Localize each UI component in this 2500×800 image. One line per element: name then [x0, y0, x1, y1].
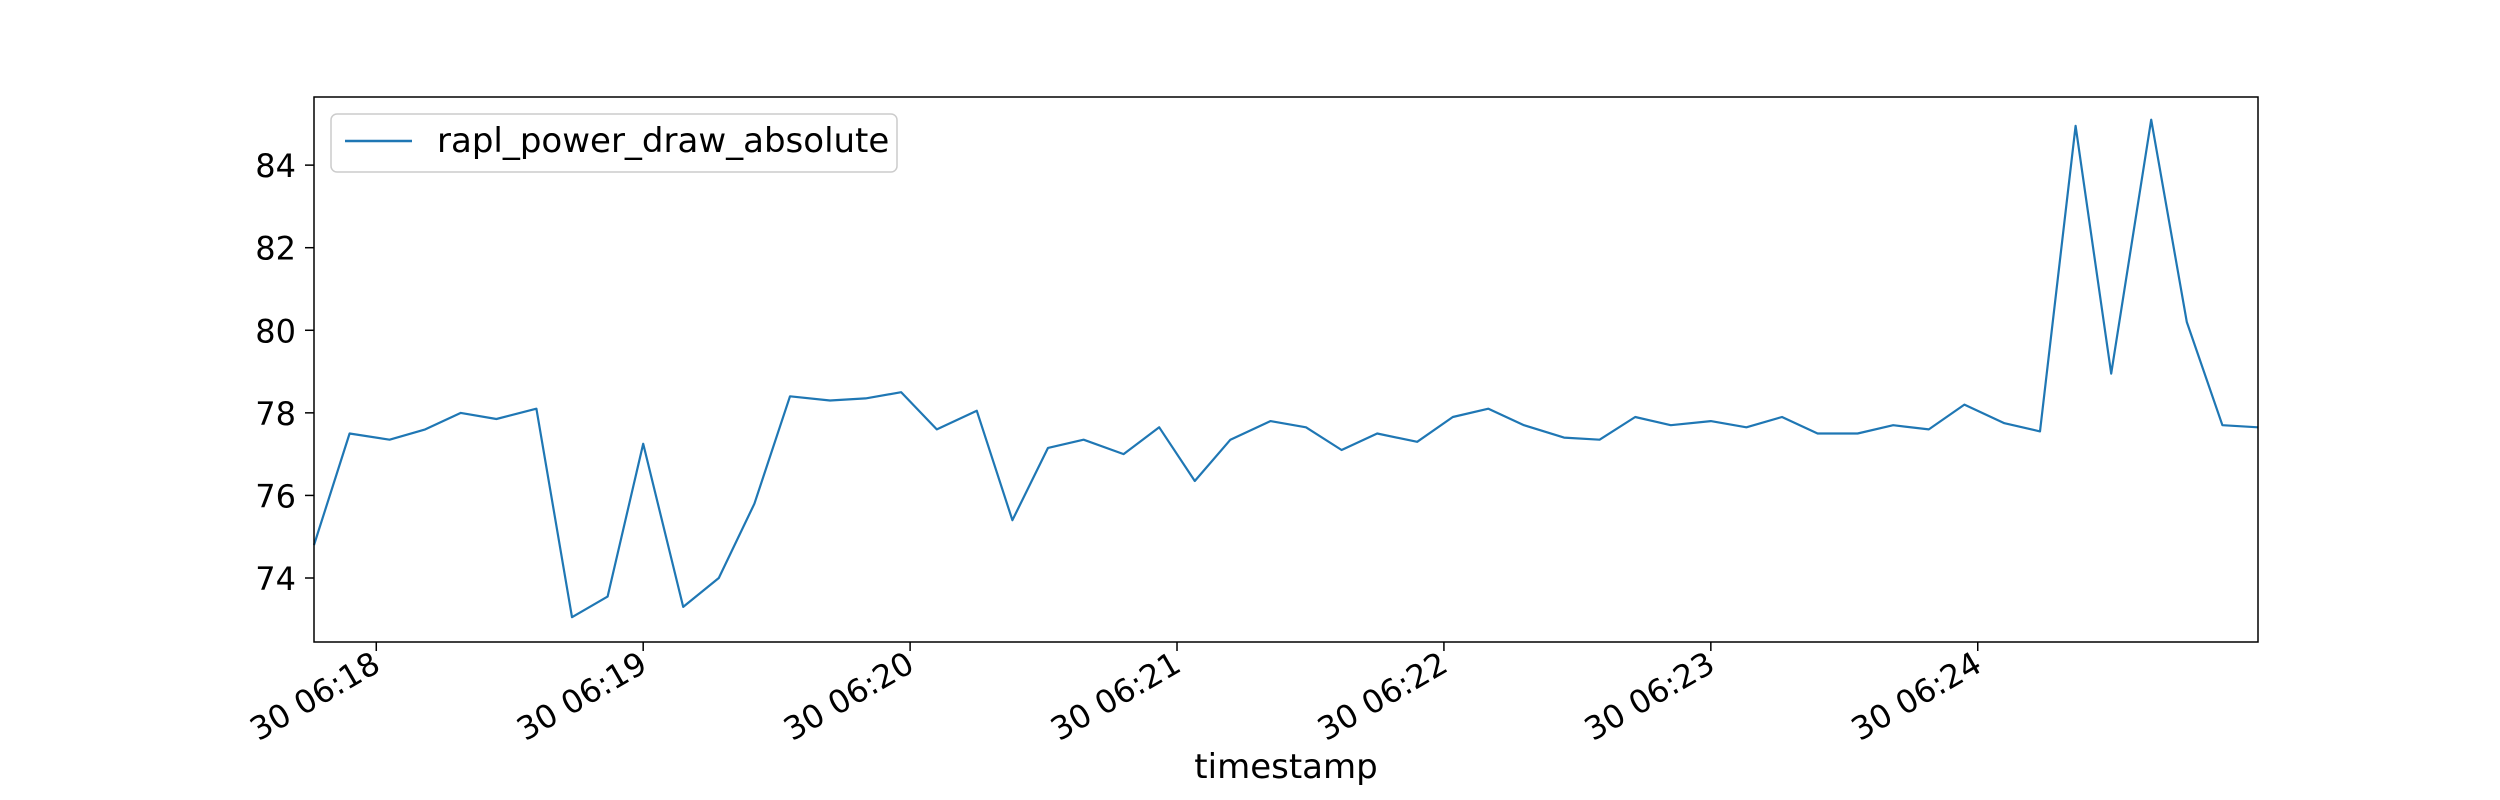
legend-entry-label: rapl_power_draw_absolute: [437, 121, 889, 161]
y-axis: 74 76 78 80 82 84: [255, 147, 314, 598]
series-line-rapl-power-draw-absolute: [312, 118, 2259, 619]
legend-box: [330, 113, 898, 173]
x-axis: 30 06:18 30 06:19 30 06:20 30 06:21 30 06:22…: [243, 642, 1988, 748]
y-tick-label: 78: [255, 395, 296, 433]
y-tick-label: 74: [255, 560, 296, 598]
x-tick-label: 30 06:21: [1044, 644, 1187, 748]
y-tick-label: 84: [255, 147, 296, 185]
y-tick-label: 80: [255, 312, 296, 350]
x-tick-label: 30 06:19: [510, 644, 653, 748]
x-tick-label: 30 06:24: [1845, 644, 1988, 748]
y-tick-label: 76: [255, 477, 296, 515]
y-tick-label: 82: [255, 230, 296, 268]
legend: rapl_power_draw_absolute: [330, 113, 898, 173]
plot-frame: [313, 96, 2259, 643]
x-axis-label: timestamp: [1194, 747, 1377, 787]
x-tick-label: 30 06:18: [243, 644, 386, 748]
x-tick-label: 30 06:22: [1311, 644, 1454, 748]
x-tick-label: 30 06:20: [777, 644, 920, 748]
plot-area: [312, 96, 2259, 643]
x-tick-label: 30 06:23: [1578, 644, 1721, 748]
